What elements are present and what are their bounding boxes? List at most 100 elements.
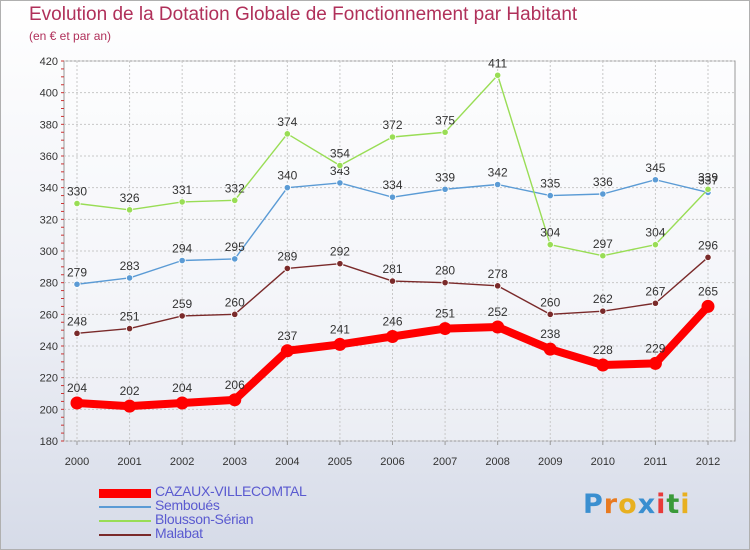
data-label: 265 xyxy=(698,284,718,298)
data-label: 281 xyxy=(382,262,402,276)
data-point xyxy=(70,396,84,410)
data-point xyxy=(388,193,397,201)
data-point xyxy=(178,256,186,265)
data-label: 241 xyxy=(330,322,350,336)
data-label: 292 xyxy=(330,245,350,259)
data-label: 374 xyxy=(277,115,297,129)
legend-swatch xyxy=(99,506,151,508)
legend-swatch xyxy=(99,488,151,498)
data-point xyxy=(73,329,81,337)
brand-logo-letter: o xyxy=(618,489,638,520)
x-tick-label: 2005 xyxy=(328,456,352,468)
data-point xyxy=(73,280,81,288)
data-point xyxy=(701,299,715,313)
data-label: 339 xyxy=(698,170,718,184)
data-label: 326 xyxy=(120,191,140,205)
data-point xyxy=(494,71,502,79)
y-tick-label: 360 xyxy=(40,151,58,163)
data-point xyxy=(651,241,660,249)
y-tick-label: 400 xyxy=(40,88,58,100)
data-label: 260 xyxy=(540,295,560,309)
brand-logo-letter: x xyxy=(637,489,657,520)
data-label: 295 xyxy=(225,240,245,254)
data-point xyxy=(125,206,134,214)
data-label: 206 xyxy=(225,378,245,392)
data-label: 237 xyxy=(277,329,297,343)
data-point xyxy=(336,260,344,268)
data-point xyxy=(333,337,347,351)
data-label: 289 xyxy=(277,249,297,263)
data-label: 345 xyxy=(645,161,665,175)
x-tick-label: 2002 xyxy=(170,456,194,468)
data-point xyxy=(648,356,662,370)
data-point xyxy=(231,196,239,204)
y-tick-label: 380 xyxy=(40,119,58,131)
brand-logo-letter: t xyxy=(666,489,681,520)
data-label: 304 xyxy=(645,226,665,240)
legend-label: CAZAUX-VILLECOMTAL xyxy=(155,483,307,499)
data-label: 297 xyxy=(593,237,613,251)
data-label: 334 xyxy=(382,178,402,192)
data-label: 279 xyxy=(67,265,87,279)
x-tick-label: 2008 xyxy=(485,456,509,468)
data-label: 335 xyxy=(540,177,560,191)
y-tick-label: 300 xyxy=(40,246,58,258)
data-label: 251 xyxy=(120,310,140,324)
y-tick-label: 280 xyxy=(40,278,58,290)
x-tick-label: 2001 xyxy=(117,456,141,468)
legend-label: Malabat xyxy=(155,525,203,541)
data-label: 354 xyxy=(330,147,350,161)
x-tick-label: 2007 xyxy=(433,456,457,468)
legend-swatch xyxy=(99,520,151,522)
data-point xyxy=(599,252,607,260)
y-tick-label: 320 xyxy=(40,214,58,226)
data-point xyxy=(494,282,502,290)
data-point xyxy=(596,358,610,372)
data-label: 304 xyxy=(540,226,560,240)
brand-logo-letter: r xyxy=(603,489,619,520)
data-point xyxy=(651,299,660,307)
chart-title: Evolution de la Dotation Globale de Fonc… xyxy=(29,4,578,25)
y-tick-label: 340 xyxy=(40,183,58,195)
data-label: 331 xyxy=(172,183,192,197)
y-tick-label: 420 xyxy=(40,56,58,68)
data-label: 343 xyxy=(330,164,350,178)
data-point xyxy=(438,322,452,336)
data-point xyxy=(283,184,291,192)
y-tick-label: 200 xyxy=(40,404,58,416)
data-label: 294 xyxy=(172,242,192,256)
y-tick-label: 220 xyxy=(40,373,58,385)
y-tick-label: 240 xyxy=(40,341,58,353)
data-point xyxy=(178,312,186,320)
data-label: 202 xyxy=(120,384,140,398)
x-tick-label: 2003 xyxy=(223,456,247,468)
data-point xyxy=(175,396,189,410)
data-point xyxy=(336,179,344,187)
legend-swatch xyxy=(99,534,151,536)
chart-subtitle: (en € et par an) xyxy=(29,29,112,43)
data-label: 267 xyxy=(645,284,665,298)
data-label: 330 xyxy=(67,185,87,199)
x-tick-label: 2012 xyxy=(696,456,720,468)
x-tick-label: 2011 xyxy=(644,456,668,468)
data-label: 262 xyxy=(593,292,613,306)
data-label: 375 xyxy=(435,113,455,127)
data-label: 238 xyxy=(540,327,560,341)
y-tick-label: 260 xyxy=(40,309,58,321)
data-label: 280 xyxy=(435,264,455,278)
data-label: 411 xyxy=(488,56,507,70)
brand-logo: Proxiti xyxy=(583,489,691,520)
legend-label: Semboués xyxy=(155,497,220,513)
x-tick-label: 2006 xyxy=(380,456,404,468)
data-point xyxy=(494,180,502,189)
data-point xyxy=(125,274,134,282)
data-point xyxy=(599,307,607,315)
data-point xyxy=(704,185,712,193)
y-tick-label: 180 xyxy=(40,436,58,448)
data-label: 332 xyxy=(225,181,245,195)
data-point xyxy=(441,185,449,193)
data-point xyxy=(388,133,397,141)
data-point xyxy=(283,130,291,138)
